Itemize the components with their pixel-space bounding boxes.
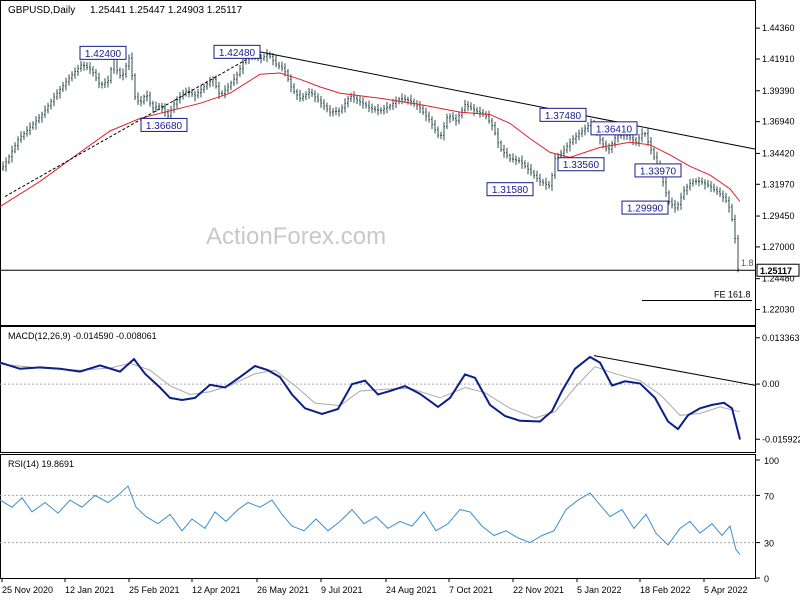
price-tick-label: 1.34420 — [762, 148, 795, 158]
chart-symbol: GBPUSD,Daily — [8, 5, 75, 16]
rsi-tick-label: 0 — [764, 574, 769, 584]
price-lines — [0, 51, 757, 301]
price-annotation-label: 1.31580 — [492, 185, 529, 196]
price-y-axis: 1.44360 1.41910 1.39390 1.36940 1.34420 1.319… — [756, 23, 795, 315]
x-tick-label: 24 Aug 2021 — [386, 585, 437, 595]
macd-tick-label: 0.00 — [762, 379, 780, 389]
price-tick-label: 1.27000 — [762, 242, 795, 252]
x-tick-label: 26 May 2021 — [257, 585, 309, 595]
x-tick-label: 25 Nov 2020 — [2, 585, 53, 595]
x-tick-label: 5 Apr 2022 — [704, 585, 748, 595]
macd-signal-line — [0, 362, 741, 419]
price-tick-label: 1.44360 — [762, 23, 795, 33]
price-annotation-label: 1.42480 — [219, 48, 256, 59]
macd-panel-frame — [0, 326, 756, 453]
time-x-axis: 25 Nov 2020 12 Jan 2021 25 Feb 2021 12 Apr … — [1, 578, 748, 595]
x-tick-label: 9 Jul 2021 — [321, 585, 363, 595]
price-annotation-box — [486, 182, 534, 197]
price-annotation-box — [590, 121, 638, 136]
price-annotation-label: 1.37480 — [545, 111, 582, 122]
x-tick-label: 12 Apr 2021 — [192, 585, 241, 595]
rsi-panel-frame — [0, 454, 756, 579]
price-annotation-label: 1.42400 — [85, 49, 122, 60]
macd-tick-label: 0.013363 — [762, 333, 800, 343]
macd-main-line — [0, 355, 741, 440]
price-panel-frame — [0, 0, 756, 326]
price-annotation-label: 1.33560 — [563, 160, 600, 171]
macd-y-axis: 0.013363 0.00 -0.015922 — [756, 333, 800, 444]
price-annotation-label: 1.36680 — [146, 121, 183, 132]
price-annotation-box — [539, 107, 587, 122]
price-tick-label: 1.41910 — [762, 54, 795, 64]
last-price-box — [756, 263, 800, 277]
price-tick-label: 1.24480 — [762, 274, 795, 284]
rsi-lines — [0, 485, 756, 555]
support-trendline — [4, 59, 247, 197]
x-tick-label: 18 Feb 2022 — [640, 585, 691, 595]
price-annotation-box — [79, 45, 127, 60]
price-annotation-box — [213, 44, 261, 59]
x-tick-label: 22 Nov 2021 — [513, 585, 564, 595]
price-annotation-label: 1.29990 — [627, 204, 664, 215]
price-annotation-box — [621, 200, 669, 215]
macd-tick-label: -0.015922 — [762, 434, 800, 444]
price-tick-label: 1.39390 — [762, 86, 795, 96]
last-price-label: 1.25117 — [760, 266, 792, 276]
fe-partial-label: 1.8 — [741, 258, 754, 268]
rsi-tick-label: 100 — [764, 456, 779, 466]
price-annotation-label: 1.36410 — [596, 124, 633, 135]
x-tick-label: 5 Jan 2022 — [577, 585, 622, 595]
price-tick-label: 1.36940 — [762, 117, 795, 127]
rsi-title: RSI(14) 19.8691 — [8, 459, 74, 469]
macd-lines — [0, 355, 757, 440]
fe-level-label: FE 161.8 — [714, 289, 751, 299]
price-annotation-box — [140, 117, 188, 132]
watermark: ActionForex.com — [206, 223, 386, 250]
rsi-tick-label: 70 — [764, 491, 774, 501]
price-tick-label: 1.29450 — [762, 211, 795, 221]
resistance-trendline — [259, 51, 757, 150]
macd-title: MACD(12,26,9) -0.014590 -0.008061 — [8, 331, 157, 341]
macd-trendline — [593, 355, 757, 386]
price-annotation-label: 1.33970 — [640, 166, 677, 177]
x-tick-label: 25 Feb 2021 — [129, 585, 180, 595]
price-tick-label: 1.31970 — [762, 179, 795, 189]
x-tick-label: 7 Oct 2021 — [449, 585, 493, 595]
rsi-line — [0, 485, 741, 555]
price-annotations: 1.42400 1.42480 1.36680 1.37480 1.36410 1.335… — [79, 44, 800, 299]
moving-average-line — [0, 72, 741, 208]
price-tick-label: 1.22030 — [762, 305, 795, 315]
price-annotation-box — [557, 157, 605, 172]
x-tick-label: 12 Jan 2021 — [65, 585, 115, 595]
price-annotation-box — [634, 163, 682, 178]
chart-ohlc: 1.25441 1.25447 1.24903 1.25117 — [90, 5, 243, 16]
rsi-tick-label: 30 — [764, 539, 774, 549]
rsi-y-axis: 100 70 30 0 — [756, 456, 779, 584]
